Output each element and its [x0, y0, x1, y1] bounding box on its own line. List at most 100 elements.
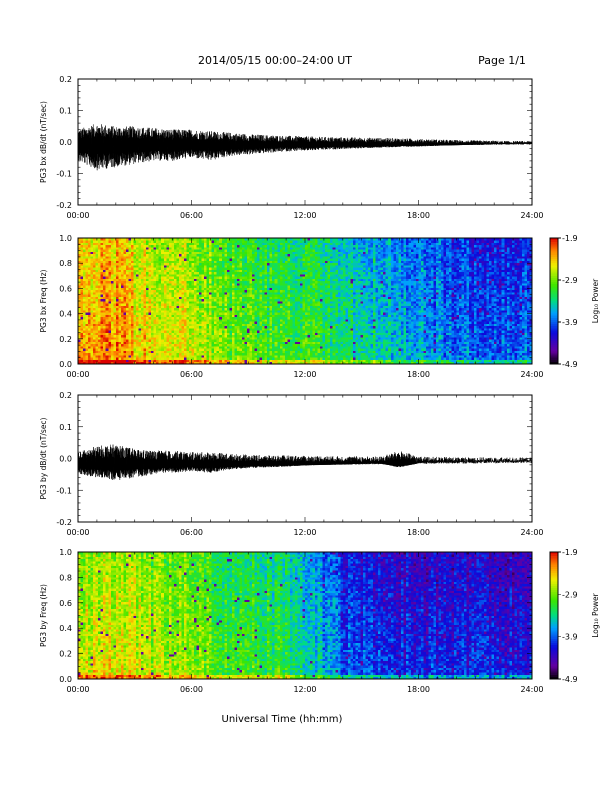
- spectrogram-cell: [88, 256, 91, 259]
- spectrogram-cell: [284, 341, 288, 345]
- spectrogram-cell: [292, 242, 296, 246]
- spectrogram-cell: [176, 316, 180, 320]
- spectrogram-cell: [88, 247, 91, 250]
- spectrogram-cell: [100, 260, 104, 264]
- spectrogram-cell: [156, 289, 160, 293]
- spectrogram-cell: [231, 247, 235, 250]
- spectrogram-cell: [168, 332, 172, 336]
- spectrogram-cell: [153, 258, 157, 261]
- spectrogram-cell: [100, 359, 104, 363]
- spectrogram-cell: [100, 316, 104, 320]
- spectrogram-cell: [163, 265, 167, 268]
- spectrogram-cell: [80, 251, 84, 255]
- spectrogram-cell: [120, 305, 124, 309]
- spectrogram-cell: [226, 285, 230, 288]
- spectrogram-cell: [110, 298, 114, 302]
- spectrogram-cell: [176, 328, 180, 331]
- spectrogram-cell: [173, 289, 177, 293]
- spectrogram-cell: [216, 328, 220, 331]
- spectrogram-cell: [196, 289, 200, 293]
- spectrogram-cell: [264, 283, 268, 286]
- spectrogram-cell: [156, 296, 160, 300]
- spectrogram-cell: [166, 269, 170, 273]
- spectrogram-cell: [143, 314, 147, 318]
- spectrogram-cell: [226, 265, 230, 268]
- spectrogram-cell: [191, 294, 195, 297]
- page-number: Page 1/1: [478, 54, 526, 67]
- spectrogram-cell: [163, 278, 167, 282]
- spectrogram-cell: [118, 253, 122, 257]
- spectrogram-cell: [199, 301, 202, 304]
- spectrogram-cell: [90, 321, 94, 324]
- spectrogram-cell: [183, 242, 187, 246]
- spectrogram-cell: [262, 283, 265, 286]
- spectrogram-cell: [287, 343, 291, 347]
- spectrogram-cell: [272, 325, 276, 329]
- spectrogram-cell: [236, 251, 240, 255]
- spectrogram-cell: [78, 238, 81, 241]
- spectrogram-cell: [279, 287, 283, 291]
- spectrogram-cell: [100, 346, 104, 349]
- spectrogram-cell: [166, 240, 170, 243]
- spectrogram-cell: [262, 323, 265, 327]
- spectrogram-cell: [98, 323, 101, 327]
- spectrogram-cell: [148, 256, 152, 259]
- spectrogram-cell: [148, 343, 152, 347]
- spectrogram-cell: [153, 321, 157, 324]
- spectrogram-cell: [277, 292, 281, 295]
- spectrogram-cell: [146, 256, 149, 259]
- spectrogram-cell: [100, 294, 104, 297]
- spectrogram-cell: [113, 303, 117, 306]
- spectrogram-cell: [133, 249, 137, 252]
- spectrogram-cell: [224, 343, 228, 347]
- spectrogram-cell: [294, 251, 298, 255]
- spectrogram-cell: [206, 296, 210, 300]
- spectrogram-cell: [173, 267, 177, 270]
- spectrogram-cell: [221, 280, 225, 284]
- spectrogram-cell: [294, 334, 298, 338]
- spectrogram-cell: [294, 328, 298, 331]
- spectrogram-cell: [93, 269, 96, 273]
- spectrogram-cell: [118, 292, 122, 295]
- spectrogram-cell: [153, 350, 157, 354]
- spectrogram-cell: [254, 325, 258, 329]
- spectrogram-cell: [128, 316, 132, 320]
- spectrogram-cell: [252, 321, 255, 324]
- spectrogram-cell: [216, 352, 220, 356]
- spectrogram-cell: [246, 247, 250, 250]
- spectrogram-cell: [103, 332, 107, 336]
- spectrogram-cell: [125, 359, 129, 363]
- spectrogram-cell: [279, 240, 283, 243]
- spectrogram-cell: [125, 292, 129, 295]
- spectrogram-cell: [292, 260, 296, 264]
- spectrogram-cell: [284, 359, 288, 363]
- spectrogram-cell: [229, 278, 233, 282]
- spectrogram-cell: [113, 343, 117, 347]
- spectrogram-cell: [80, 269, 84, 273]
- spectrogram-cell: [168, 319, 172, 322]
- spectrogram-cell: [88, 341, 91, 345]
- spectrogram-cell: [158, 240, 162, 243]
- spectrogram-cell: [173, 240, 177, 243]
- spectrogram-cell: [224, 256, 228, 259]
- spectrogram-cell: [151, 339, 154, 342]
- spectrogram-cell: [98, 278, 101, 282]
- spectrogram-cell: [216, 267, 220, 270]
- spectrogram-cell: [178, 310, 182, 313]
- spectrogram-cell: [294, 355, 298, 358]
- spectrogram-cell: [90, 271, 94, 275]
- spectrogram-cell: [214, 323, 218, 327]
- spectrogram-cell: [216, 316, 220, 320]
- spectrogram-cell: [125, 249, 129, 252]
- spectrogram-cell: [98, 251, 101, 255]
- spectrogram-cell: [171, 339, 175, 342]
- spectrogram-cell: [269, 298, 273, 302]
- spectrogram-cell: [151, 357, 154, 360]
- spectrogram-cell: [125, 283, 129, 286]
- spectrogram-cell: [161, 292, 165, 295]
- spectrogram-cell: [264, 289, 268, 293]
- spectrogram-cell: [224, 244, 228, 248]
- spectrogram-cell: [194, 316, 197, 320]
- spectrogram-cell: [287, 276, 291, 279]
